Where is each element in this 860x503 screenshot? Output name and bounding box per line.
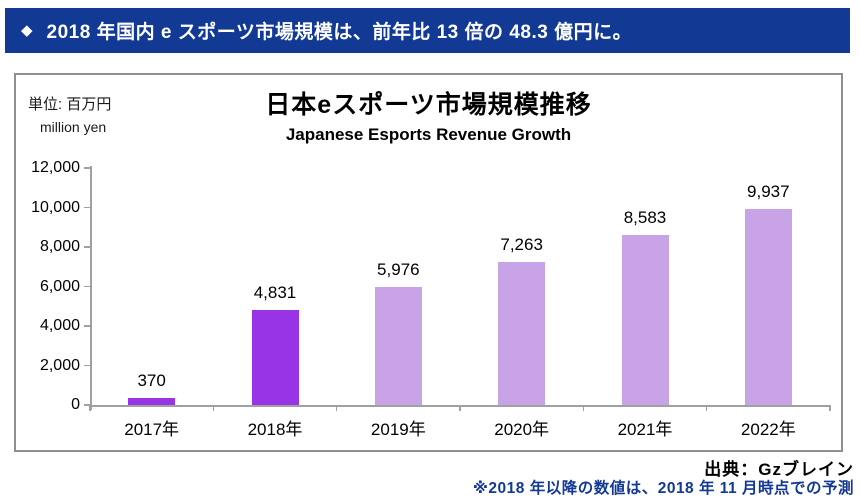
bar — [744, 208, 792, 405]
bar-value-label: 5,976 — [377, 259, 420, 279]
y-axis-tick — [84, 206, 90, 209]
x-axis-tick — [582, 405, 585, 411]
bar-value-label: 370 — [137, 370, 166, 390]
x-axis-tick — [459, 405, 461, 411]
chart-panel: 単位: 百万円 million yen 日本eスポーツ市場規模推移 Japane… — [14, 73, 843, 452]
footnote-text: ※2018 年以降の数値は、2018 年 11 月時点での予測 — [472, 480, 854, 497]
chart-title: 日本eスポーツ市場規模推移 — [265, 91, 592, 119]
y-axis-label: 6,000 — [39, 277, 80, 295]
y-axis-tick — [84, 364, 90, 367]
y-axis-label: 8,000 — [39, 238, 80, 255]
unit-label-jp: 単位: 百万円 — [28, 96, 112, 113]
y-axis-label: 10,000 — [31, 198, 80, 216]
header-headline: 2018 年国内 e スポーツ市場規模は、前年比 13 倍の 48.3 億円に。 — [46, 22, 633, 43]
x-axis-label: 2019年 — [370, 420, 426, 439]
bar — [128, 397, 176, 405]
source-text: 出典：Gzブレイン — [704, 460, 854, 479]
y-axis-label: 12,000 — [31, 159, 80, 176]
header-banner: ◆ 2018 年国内 e スポーツ市場規模は、前年比 13 倍の 48.3 億円… — [5, 8, 850, 53]
x-axis-label: 2020年 — [494, 420, 550, 439]
chart-subtitle: Japanese Esports Revenue Growth — [285, 125, 572, 144]
y-axis — [90, 166, 92, 410]
y-axis-label: 0 — [71, 396, 80, 413]
x-axis-tick — [89, 405, 91, 411]
x-axis-tick — [829, 405, 831, 411]
bar-value-label: 8,583 — [623, 208, 667, 228]
x-axis-label: 2017年 — [124, 420, 180, 439]
bar — [251, 309, 299, 405]
unit-label-en: million yen — [40, 119, 107, 135]
y-axis-tick — [84, 246, 90, 248]
x-axis-tick — [335, 405, 338, 411]
x-axis-label: 2021年 — [617, 420, 673, 439]
y-axis-tick — [84, 325, 90, 327]
y-axis-tick — [84, 404, 90, 406]
bar — [498, 261, 546, 405]
bar — [374, 286, 422, 405]
y-axis-tick — [84, 167, 90, 169]
bar-value-label: 4,831 — [253, 282, 297, 302]
x-axis-tick — [212, 405, 215, 411]
x-axis-tick — [705, 405, 708, 411]
bar — [621, 235, 669, 405]
bar-value-label: 9,937 — [747, 181, 790, 201]
x-axis-label: 2022年 — [740, 420, 796, 439]
x-axis-label: 2018年 — [247, 420, 303, 439]
y-axis-label: 2,000 — [39, 356, 80, 374]
y-axis-label: 4,000 — [39, 317, 80, 334]
diamond-icon: ◆ — [21, 22, 33, 39]
bar-value-label: 7,263 — [500, 234, 543, 254]
y-axis-tick — [84, 285, 90, 288]
